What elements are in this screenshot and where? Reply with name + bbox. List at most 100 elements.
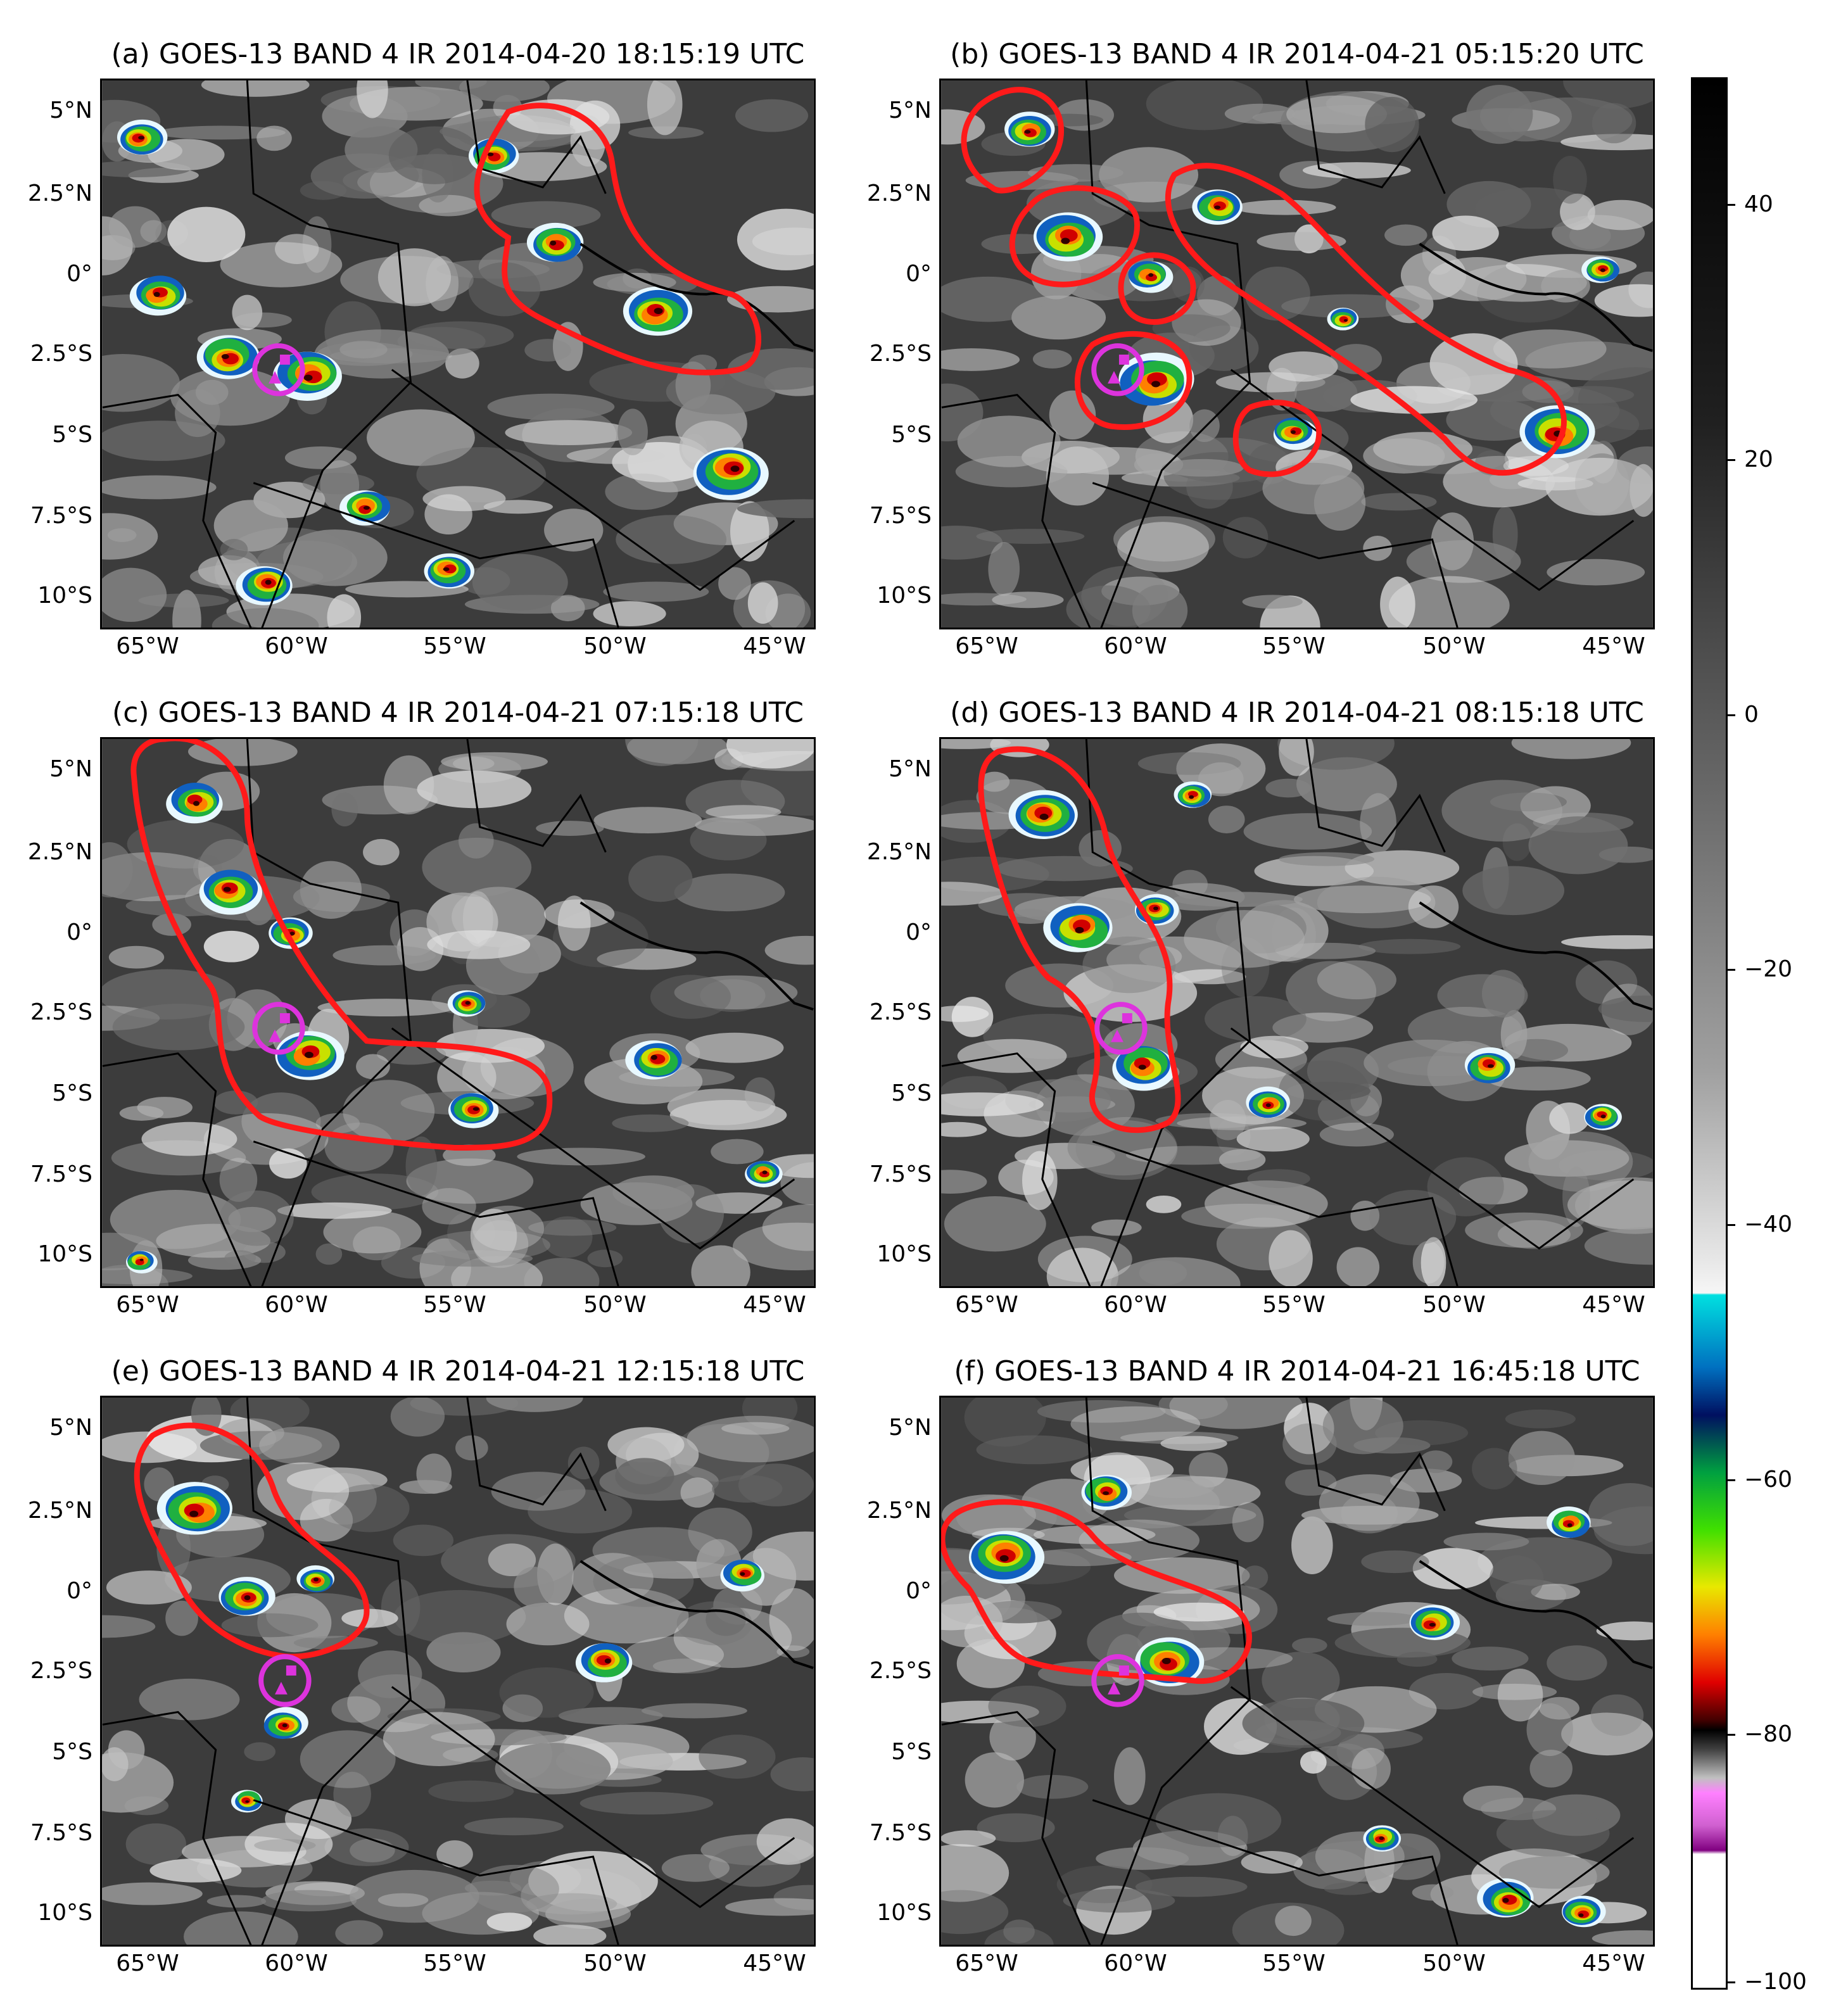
boundary-line [102, 1710, 252, 1945]
site-triangle-marker [1108, 370, 1120, 384]
boundary-line [253, 1799, 619, 1945]
colorbar-tick: 20 [1726, 446, 1773, 472]
longitude-tick-label: 55°W [423, 633, 486, 659]
latitude-tick-label: 7.5°S [30, 503, 92, 529]
colorbar-tick-label: −80 [1744, 1721, 1792, 1748]
latitude-tick-label: 5°S [891, 1080, 932, 1106]
colorbar-tick-label: 0 [1744, 701, 1759, 728]
coastline [1419, 243, 1653, 352]
latitude-tick-label: 7.5°S [869, 1820, 932, 1846]
site-square-marker [1122, 1013, 1132, 1023]
longitude-tick-label: 65°W [955, 1292, 1018, 1318]
longitude-tick-label: 65°W [116, 633, 179, 659]
longitude-tick-label: 60°W [1104, 1950, 1167, 1976]
longitude-tick-label: 50°W [1422, 633, 1486, 659]
longitude-tick-label: 50°W [1422, 1950, 1486, 1976]
boundary-line [1085, 739, 1251, 1286]
latitude-tick-label: 2.5°S [869, 1658, 932, 1684]
latitude-tick-label: 5°N [889, 1415, 932, 1441]
convective-system-outline [941, 1499, 1252, 1684]
convective-system-outline [130, 739, 553, 1151]
site-triangle-marker [269, 1029, 281, 1042]
longitude-tick-label: 60°W [265, 1292, 328, 1318]
latitude-tick-label: 5°S [52, 422, 92, 448]
latitude-tick-label: 10°S [877, 1241, 932, 1267]
boundary-line [246, 80, 412, 628]
colorbar-tick-label: 20 [1744, 446, 1773, 472]
site-circle [252, 1002, 305, 1055]
boundary-line [466, 80, 607, 194]
site-triangle-marker [275, 1681, 288, 1695]
site-square-marker [286, 1665, 296, 1676]
latitude-tick-label: 10°S [37, 1241, 92, 1267]
colorbar [1691, 77, 1728, 1990]
longitude-tick-label: 55°W [1262, 633, 1326, 659]
site-triangle-marker [269, 370, 281, 384]
convective-system-outline [1074, 331, 1193, 430]
satellite-panel-e: (e) GOES-13 BAND 4 IR 2014-04-21 12:15:1… [28, 1355, 816, 2015]
longitude-tick-label: 65°W [116, 1292, 179, 1318]
longitude-tick-label: 65°W [116, 1950, 179, 1976]
ir-satellite-image [939, 79, 1655, 629]
latitude-tick-label: 5°N [49, 1415, 92, 1441]
site-triangle-marker [1108, 1681, 1120, 1695]
convective-system-outline [1009, 185, 1140, 287]
latitude-tick-label: 2.5°N [27, 1498, 92, 1524]
boundary-line [1305, 80, 1446, 194]
colorbar-tick-label: −60 [1744, 1466, 1792, 1493]
boundary-line [391, 1686, 795, 1909]
longitude-tick-label: 65°W [955, 633, 1018, 659]
panel-title: (b) GOES-13 BAND 4 IR 2014-04-21 05:15:2… [950, 38, 1644, 70]
boundary-line [102, 1052, 252, 1286]
satellite-panel-f: (f) GOES-13 BAND 4 IR 2014-04-21 16:45:1… [867, 1355, 1655, 2015]
longitude-tick-label: 60°W [1104, 633, 1167, 659]
latitude-tick-label: 5°S [891, 1739, 932, 1765]
latitude-tick-label: 2.5°N [27, 180, 92, 206]
site-circle [1091, 1654, 1144, 1707]
latitude-tick-label: 7.5°S [30, 1161, 92, 1187]
longitude-tick-label: 55°W [423, 1950, 486, 1976]
site-circle [252, 343, 305, 396]
longitude-tick-label: 60°W [1104, 1292, 1167, 1318]
latitude-tick-label: 2.5°N [866, 180, 932, 206]
latitude-tick-label: 5°N [49, 756, 92, 782]
boundary-line [1092, 1799, 1459, 1945]
longitude-tick-label: 65°W [955, 1950, 1018, 1976]
colorbar-tick: −80 [1726, 1721, 1792, 1748]
coastline [579, 901, 814, 1011]
latitude-tick-label: 7.5°S [869, 1161, 932, 1187]
site-square-marker [1118, 354, 1129, 365]
panel-title: (e) GOES-13 BAND 4 IR 2014-04-21 12:15:1… [111, 1355, 805, 1387]
colorbar-tick: −100 [1726, 1969, 1807, 1995]
boundary-line [941, 1710, 1091, 1945]
ir-satellite-image [100, 737, 816, 1288]
longitude-tick-label: 45°W [743, 1950, 806, 1976]
colorbar-tick: 40 [1726, 191, 1773, 218]
site-circle [1094, 1002, 1148, 1055]
convective-system-outline [961, 87, 1065, 194]
convective-system-outline [1118, 252, 1196, 325]
site-circle [258, 1654, 312, 1707]
latitude-tick-label: 0° [66, 1578, 92, 1604]
latitude-tick-label: 2.5°S [869, 341, 932, 367]
latitude-tick-label: 2.5°S [30, 341, 92, 367]
ir-satellite-image [939, 737, 1655, 1288]
boundary-line [466, 739, 607, 853]
panel-title: (a) GOES-13 BAND 4 IR 2014-04-20 18:15:1… [111, 38, 805, 70]
latitude-tick-label: 10°S [877, 583, 932, 609]
coastline [579, 1560, 814, 1669]
longitude-tick-label: 50°W [583, 1292, 647, 1318]
latitude-tick-label: 2.5°N [27, 839, 92, 865]
ir-satellite-image [100, 1396, 816, 1947]
latitude-tick-label: 5°S [52, 1080, 92, 1106]
colorbar-tick: −20 [1726, 957, 1792, 982]
site-triangle-marker [1111, 1029, 1123, 1042]
boundary-line [941, 393, 1091, 628]
colorbar-tick-label: 40 [1744, 191, 1773, 218]
latitude-tick-label: 10°S [37, 1900, 92, 1926]
boundary-line [1305, 1398, 1446, 1512]
latitude-tick-label: 5°S [891, 422, 932, 448]
site-circle [1091, 343, 1144, 396]
ir-satellite-image [100, 79, 816, 629]
latitude-tick-label: 5°S [52, 1739, 92, 1765]
